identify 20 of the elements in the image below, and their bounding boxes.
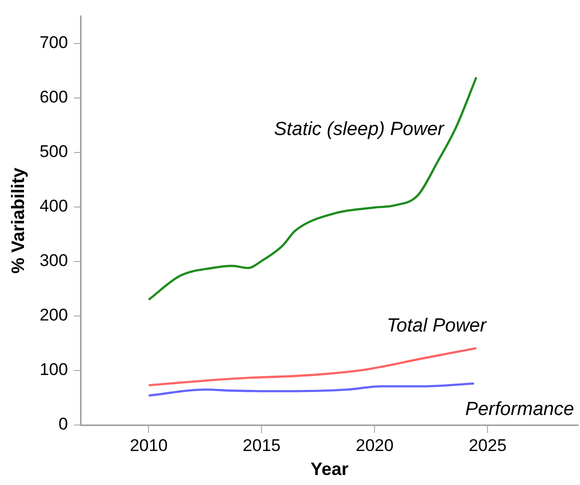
y-tick-label: 0 — [58, 414, 68, 434]
y-tick-label: 200 — [40, 306, 68, 325]
x-tick-label: 2025 — [468, 436, 507, 455]
y-tick-label: 400 — [40, 196, 68, 216]
y-tick-label: 700 — [40, 33, 68, 52]
y-tick-label: 500 — [40, 142, 68, 162]
line-series — [148, 347, 478, 386]
line-series — [148, 382, 476, 397]
series-label: Performance — [465, 398, 574, 420]
y-axis-title: % Variability — [8, 168, 28, 274]
y-tick-label: 100 — [40, 360, 68, 380]
y-tick-label: 300 — [40, 251, 68, 270]
series-label: Total Power — [386, 315, 487, 336]
x-tick-label: 2015 — [242, 436, 281, 455]
series-label: Static (sleep) Power — [274, 118, 445, 140]
x-tick-label: 2010 — [130, 436, 168, 455]
y-tick-label: 600 — [40, 88, 68, 107]
x-tick-label: 2020 — [356, 436, 394, 455]
x-axis-title: Year — [310, 459, 349, 480]
line-series — [148, 76, 478, 301]
